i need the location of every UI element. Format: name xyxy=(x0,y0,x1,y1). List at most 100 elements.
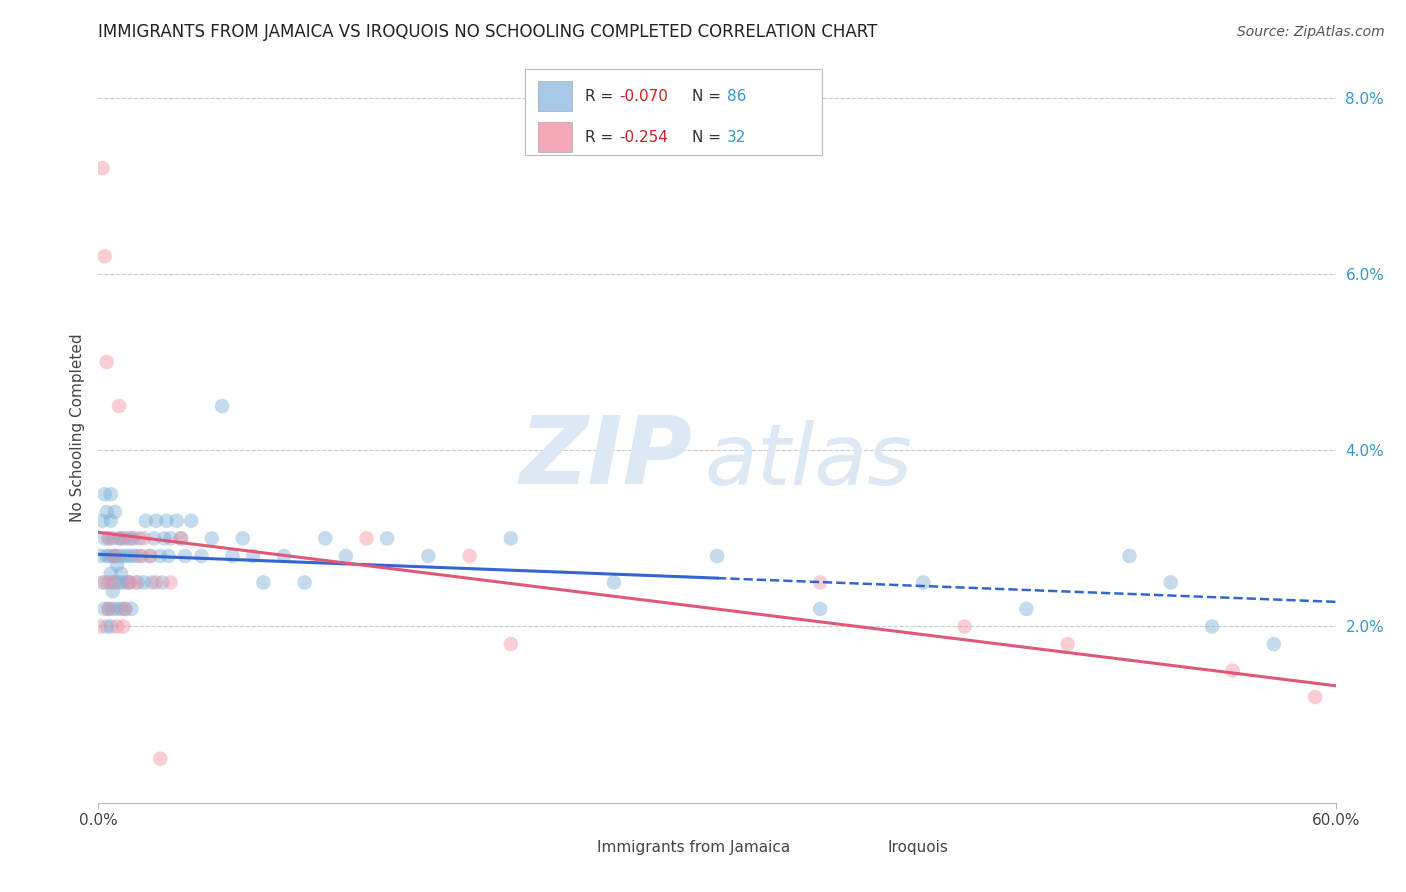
FancyBboxPatch shape xyxy=(526,69,823,154)
Text: 32: 32 xyxy=(727,130,747,145)
Point xyxy=(104,549,127,563)
Point xyxy=(149,752,172,766)
Text: N =: N = xyxy=(692,130,725,145)
Point xyxy=(108,575,131,590)
Point xyxy=(139,549,162,563)
Point xyxy=(375,532,398,546)
Point xyxy=(1056,637,1078,651)
Point xyxy=(180,514,202,528)
Point xyxy=(808,602,831,616)
Point xyxy=(127,575,149,590)
Point xyxy=(1263,637,1285,651)
Point xyxy=(108,549,131,563)
Point xyxy=(118,575,141,590)
Point xyxy=(1222,664,1244,678)
FancyBboxPatch shape xyxy=(853,837,880,857)
Point xyxy=(603,575,626,590)
Point xyxy=(110,532,132,546)
Point xyxy=(242,549,264,563)
Point xyxy=(120,532,142,546)
Point xyxy=(128,549,150,563)
Point xyxy=(141,575,163,590)
Point xyxy=(706,549,728,563)
Point xyxy=(100,514,122,528)
Point xyxy=(124,549,146,563)
Point xyxy=(335,549,357,563)
Point xyxy=(118,575,141,590)
Point xyxy=(93,532,115,546)
Point xyxy=(190,549,212,563)
Point xyxy=(294,575,316,590)
Point xyxy=(110,532,132,546)
Point xyxy=(93,487,115,501)
Point xyxy=(101,584,124,599)
Point xyxy=(96,619,118,633)
Point xyxy=(145,575,167,590)
Point xyxy=(120,602,142,616)
Point xyxy=(101,575,124,590)
Point xyxy=(93,575,115,590)
Point xyxy=(112,619,135,633)
Point xyxy=(96,505,118,519)
Point xyxy=(1015,602,1038,616)
Point xyxy=(97,602,120,616)
Point xyxy=(108,399,131,413)
Point xyxy=(97,549,120,563)
Point xyxy=(232,532,254,546)
Point xyxy=(143,532,166,546)
Point xyxy=(150,575,173,590)
FancyBboxPatch shape xyxy=(562,837,589,857)
Y-axis label: No Schooling Completed: No Schooling Completed xyxy=(69,334,84,523)
Point xyxy=(117,549,139,563)
Point xyxy=(91,575,114,590)
Text: N =: N = xyxy=(692,88,725,103)
Point xyxy=(499,532,522,546)
Point xyxy=(97,575,120,590)
Point xyxy=(356,532,378,546)
Point xyxy=(201,532,224,546)
Point xyxy=(110,602,132,616)
Text: -0.070: -0.070 xyxy=(619,88,668,103)
Text: ZIP: ZIP xyxy=(519,412,692,504)
Text: Iroquois: Iroquois xyxy=(887,839,949,855)
Point xyxy=(1118,549,1140,563)
Point xyxy=(101,549,124,563)
Point xyxy=(145,514,167,528)
Point xyxy=(110,566,132,581)
Point xyxy=(91,514,114,528)
Point xyxy=(117,575,139,590)
Point xyxy=(170,532,193,546)
Point xyxy=(93,249,115,263)
Point xyxy=(808,575,831,590)
Point xyxy=(1303,690,1326,704)
Point xyxy=(96,355,118,369)
Text: Immigrants from Jamaica: Immigrants from Jamaica xyxy=(598,839,790,855)
Point xyxy=(314,532,336,546)
Point xyxy=(100,619,122,633)
Point xyxy=(120,549,142,563)
Point xyxy=(132,532,155,546)
Point xyxy=(104,505,127,519)
Point xyxy=(124,575,146,590)
Point xyxy=(149,549,172,563)
Point xyxy=(135,514,157,528)
Point xyxy=(499,637,522,651)
Point xyxy=(1201,619,1223,633)
Point xyxy=(128,532,150,546)
Text: IMMIGRANTS FROM JAMAICA VS IROQUOIS NO SCHOOLING COMPLETED CORRELATION CHART: IMMIGRANTS FROM JAMAICA VS IROQUOIS NO S… xyxy=(98,23,877,41)
FancyBboxPatch shape xyxy=(537,81,572,112)
Point xyxy=(174,549,197,563)
Point xyxy=(89,619,111,633)
Point xyxy=(104,575,127,590)
Point xyxy=(166,514,188,528)
Text: -0.254: -0.254 xyxy=(619,130,668,145)
Point xyxy=(105,558,128,572)
Point xyxy=(114,532,136,546)
Point xyxy=(159,575,181,590)
Point xyxy=(131,549,153,563)
Point xyxy=(101,532,124,546)
Point xyxy=(252,575,274,590)
Point xyxy=(912,575,935,590)
Point xyxy=(953,619,976,633)
Point xyxy=(97,532,120,546)
